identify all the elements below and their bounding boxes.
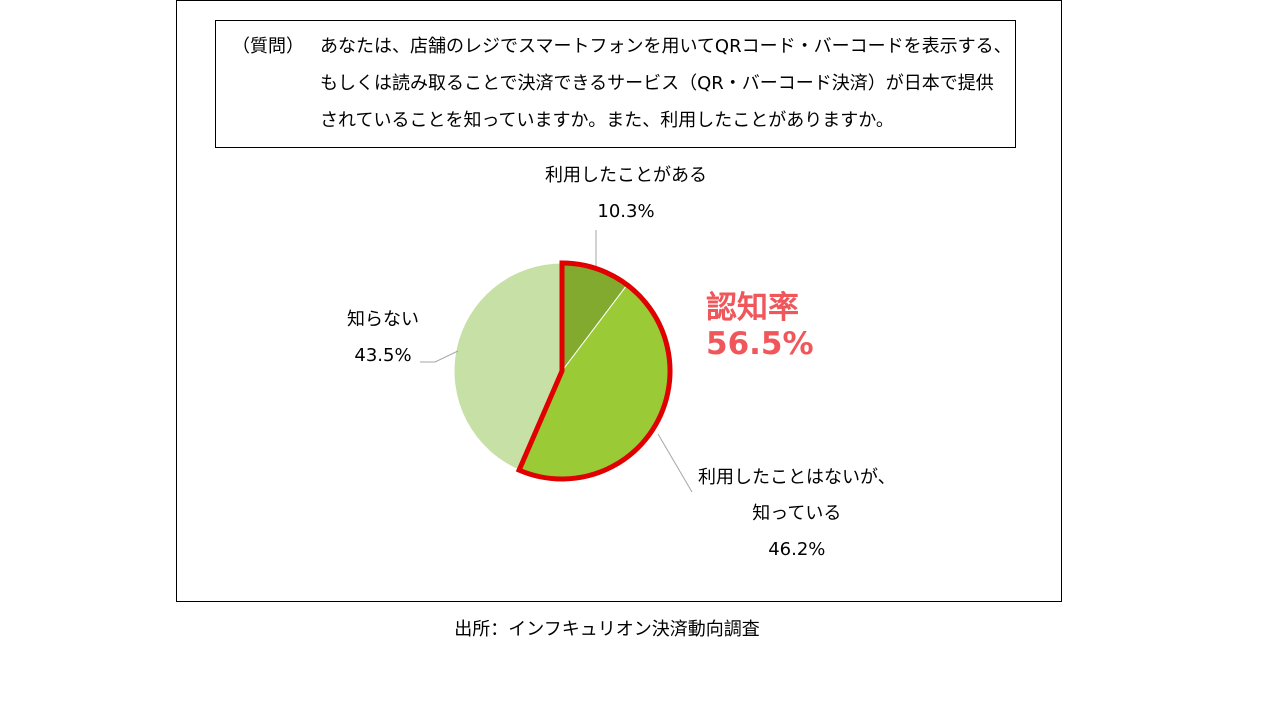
slice-label-unaware-name: 知らない <box>347 309 419 330</box>
slice-label-aware: 利用したことはないが、 知っている 46.2% <box>698 466 896 562</box>
question-line-1: あなたは、店舗のレジでスマートフォンを用いてQRコード・バーコードを表示する、 <box>320 36 1012 57</box>
slice-label-aware-line-2: 知っている <box>752 503 842 524</box>
awareness-rate-label: 認知率 <box>706 290 799 326</box>
pie-slice-unaware <box>453 262 563 471</box>
slice-label-aware-line-1: 利用したことはないが、 <box>698 467 896 488</box>
slice-label-used: 利用したことがある 10.3% <box>545 164 707 224</box>
question-box: （質問） あなたは、店舗のレジでスマートフォンを用いてQRコード・バーコードを表… <box>215 20 1016 148</box>
slice-label-unaware: 知らない 43.5% <box>347 308 419 368</box>
question-line-2: もしくは読み取ることで決済できるサービス（QR・バーコード決済）が日本で提供 <box>320 73 994 94</box>
source-note: 出所：インフキュリオン決済動向調査 <box>454 619 760 640</box>
awareness-rate-value: 56.5% <box>706 326 814 362</box>
slice-label-used-value: 10.3% <box>597 201 655 222</box>
question-line-3: されていることを知っていますか。また、利用したことがありますか。 <box>320 110 894 131</box>
leader-lines <box>420 230 693 493</box>
slice-label-aware-value: 46.2% <box>768 539 826 560</box>
awareness-rate: 認知率 56.5% <box>706 290 814 362</box>
leader-line-unaware <box>420 350 459 363</box>
question-tag: （質問） <box>232 36 304 57</box>
awareness-outline <box>515 260 673 482</box>
leader-line-aware <box>657 433 693 493</box>
chart-frame <box>176 0 1062 602</box>
slice-label-unaware-value: 43.5% <box>354 345 412 366</box>
slice-label-used-name: 利用したことがある <box>545 165 707 186</box>
